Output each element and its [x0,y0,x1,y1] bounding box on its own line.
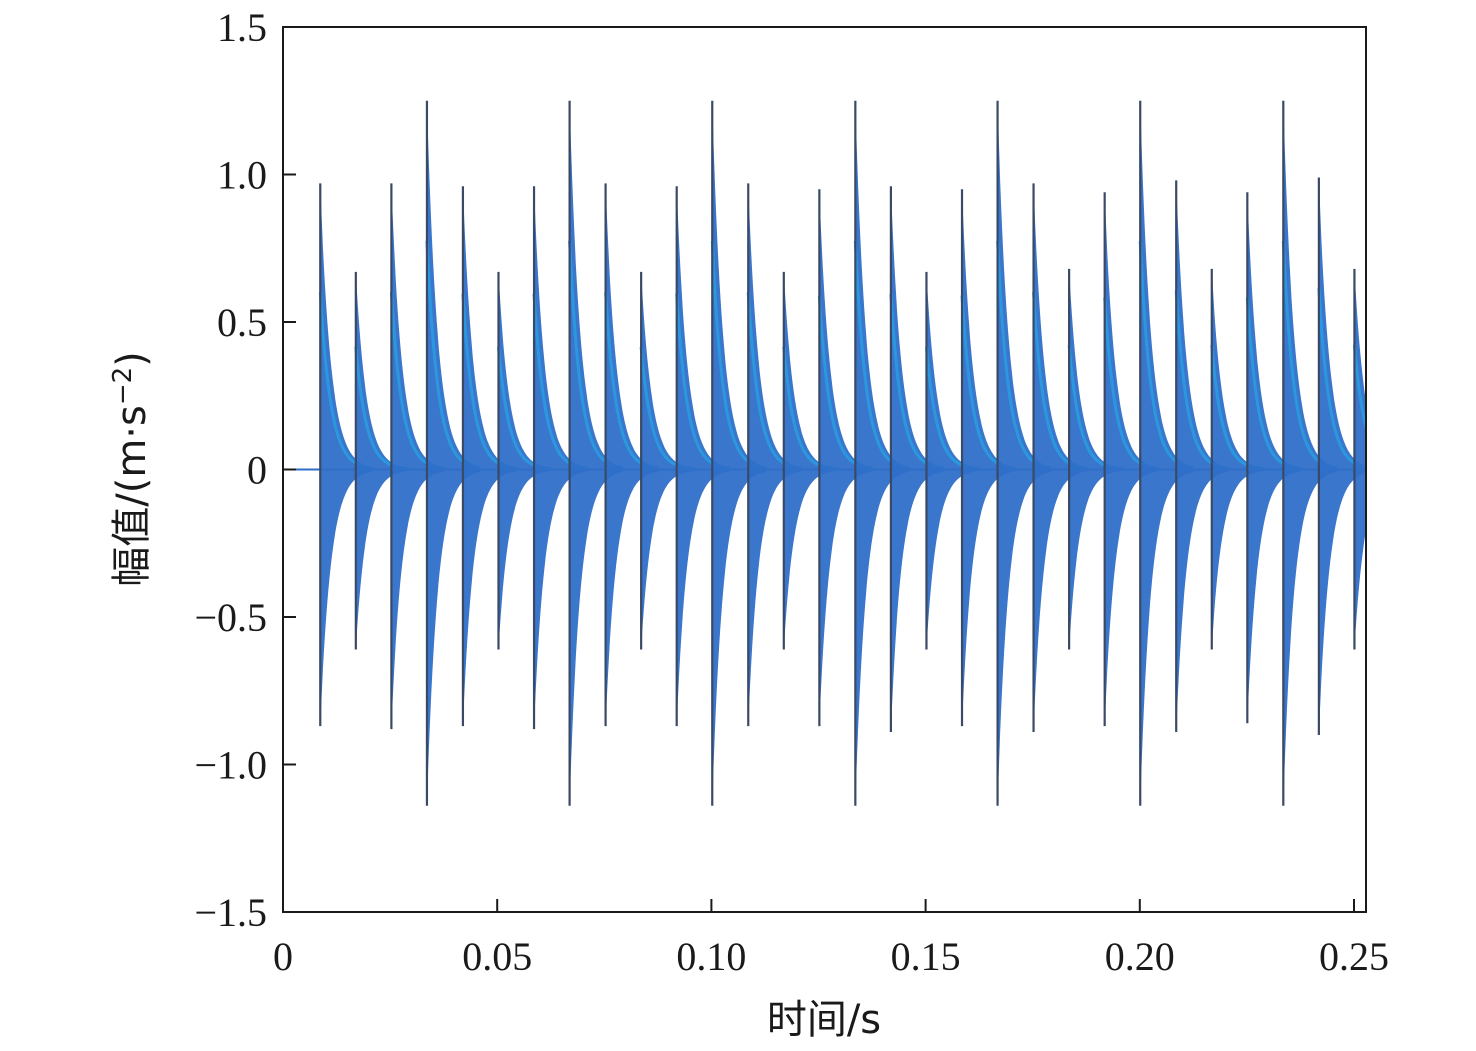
impulse-envelope [1318,177,1366,735]
x-tick-label: 0.15 [891,934,961,979]
impulse-envelope [962,189,1016,727]
impulse-envelope [1354,268,1366,650]
x-axis: 0 0.05 0.10 0.15 0.20 0.25 [273,899,1389,979]
impulse-highlight [1352,344,1366,434]
x-tick-label: 0.20 [1105,934,1175,979]
y-tick-label: 0 [247,448,267,493]
y-axis-label-exponent: −2 [108,367,138,405]
x-tick-label: 0.10 [676,934,746,979]
waveform-series [283,100,1366,806]
x-tick-label: 0.25 [1319,934,1389,979]
x-tick-label: 0.05 [462,934,532,979]
y-tick-label: −1.5 [194,890,267,935]
impulse-envelope [534,186,588,730]
y-tick-label: 1.5 [217,5,267,50]
y-tick-label: 0.5 [217,300,267,345]
impulse-envelope [1033,183,1088,733]
x-tick-label: 0 [273,934,293,979]
impulse-envelope [1104,192,1159,727]
y-axis-label: 幅值/(m·s−2) [108,351,155,587]
x-axis-label: 时间/s [767,997,881,1043]
y-tick-label: 1.0 [217,153,267,198]
y-axis: 1.5 1.0 0.5 0 −0.5 −1.0 −1.5 [194,5,296,935]
y-tick-label: −0.5 [194,595,267,640]
y-tick-label: −1.0 [194,743,267,788]
impulse-envelope [819,189,873,727]
impulse-envelope [890,186,945,733]
